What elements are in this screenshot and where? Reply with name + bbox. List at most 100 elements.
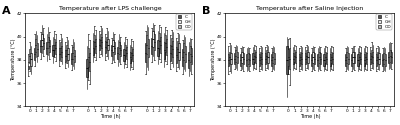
PathPatch shape	[301, 53, 302, 64]
PathPatch shape	[49, 40, 50, 52]
PathPatch shape	[357, 54, 358, 66]
PathPatch shape	[59, 48, 60, 60]
PathPatch shape	[254, 50, 255, 62]
PathPatch shape	[148, 39, 149, 58]
PathPatch shape	[72, 47, 74, 59]
PathPatch shape	[130, 52, 131, 63]
PathPatch shape	[145, 44, 146, 62]
PathPatch shape	[29, 49, 30, 63]
PathPatch shape	[382, 54, 383, 66]
PathPatch shape	[131, 47, 132, 59]
PathPatch shape	[292, 53, 294, 64]
PathPatch shape	[266, 50, 267, 62]
PathPatch shape	[99, 39, 100, 50]
PathPatch shape	[71, 53, 72, 64]
PathPatch shape	[365, 52, 366, 63]
PathPatch shape	[228, 54, 229, 66]
PathPatch shape	[46, 42, 48, 54]
PathPatch shape	[274, 53, 275, 64]
PathPatch shape	[391, 52, 392, 63]
PathPatch shape	[74, 50, 75, 62]
PathPatch shape	[390, 50, 391, 62]
PathPatch shape	[265, 53, 266, 64]
PathPatch shape	[259, 54, 260, 66]
X-axis label: Time (h): Time (h)	[300, 114, 320, 119]
PathPatch shape	[117, 47, 118, 59]
PathPatch shape	[43, 38, 44, 49]
PathPatch shape	[60, 42, 61, 54]
PathPatch shape	[190, 46, 191, 62]
PathPatch shape	[330, 54, 331, 66]
PathPatch shape	[294, 50, 295, 62]
PathPatch shape	[30, 53, 32, 66]
PathPatch shape	[171, 38, 172, 54]
PathPatch shape	[288, 49, 289, 66]
PathPatch shape	[146, 35, 148, 54]
PathPatch shape	[359, 52, 360, 63]
PathPatch shape	[101, 36, 102, 48]
PathPatch shape	[100, 34, 101, 46]
PathPatch shape	[317, 54, 318, 66]
PathPatch shape	[118, 42, 120, 54]
PathPatch shape	[36, 44, 38, 56]
PathPatch shape	[40, 40, 41, 52]
PathPatch shape	[55, 42, 56, 54]
PathPatch shape	[229, 52, 230, 63]
PathPatch shape	[94, 35, 95, 49]
PathPatch shape	[160, 36, 161, 53]
PathPatch shape	[106, 36, 107, 48]
PathPatch shape	[34, 48, 35, 60]
PathPatch shape	[364, 54, 365, 66]
PathPatch shape	[314, 53, 315, 64]
PathPatch shape	[255, 52, 256, 63]
PathPatch shape	[260, 52, 261, 63]
PathPatch shape	[249, 54, 250, 66]
PathPatch shape	[385, 54, 386, 66]
PathPatch shape	[272, 52, 274, 63]
PathPatch shape	[289, 48, 290, 69]
PathPatch shape	[252, 53, 254, 64]
PathPatch shape	[177, 41, 178, 58]
X-axis label: Time (h): Time (h)	[100, 114, 120, 119]
PathPatch shape	[170, 45, 171, 61]
PathPatch shape	[371, 50, 372, 62]
PathPatch shape	[185, 46, 186, 62]
PathPatch shape	[35, 39, 36, 52]
PathPatch shape	[388, 52, 389, 63]
PathPatch shape	[236, 52, 238, 63]
PathPatch shape	[178, 44, 180, 60]
PathPatch shape	[246, 54, 248, 66]
Y-axis label: Temperature (°C): Temperature (°C)	[211, 38, 216, 81]
PathPatch shape	[182, 49, 183, 66]
PathPatch shape	[348, 53, 349, 64]
PathPatch shape	[111, 45, 112, 56]
PathPatch shape	[52, 45, 54, 56]
PathPatch shape	[299, 54, 300, 66]
PathPatch shape	[312, 52, 314, 63]
PathPatch shape	[126, 47, 127, 59]
PathPatch shape	[318, 52, 320, 63]
PathPatch shape	[165, 35, 166, 52]
PathPatch shape	[65, 50, 66, 62]
PathPatch shape	[112, 40, 114, 52]
PathPatch shape	[230, 53, 232, 64]
PathPatch shape	[331, 52, 332, 63]
PathPatch shape	[346, 52, 348, 63]
PathPatch shape	[66, 45, 67, 56]
PathPatch shape	[372, 52, 374, 63]
PathPatch shape	[271, 54, 272, 66]
Y-axis label: Temperature (°C): Temperature (°C)	[11, 38, 16, 81]
PathPatch shape	[345, 54, 346, 66]
PathPatch shape	[240, 54, 241, 66]
PathPatch shape	[191, 48, 192, 64]
PathPatch shape	[332, 53, 333, 64]
PathPatch shape	[352, 52, 354, 63]
PathPatch shape	[154, 34, 155, 50]
PathPatch shape	[325, 52, 326, 63]
PathPatch shape	[86, 59, 88, 77]
PathPatch shape	[89, 53, 90, 71]
PathPatch shape	[295, 52, 296, 63]
PathPatch shape	[172, 41, 174, 58]
Text: B: B	[202, 6, 210, 16]
Title: Temperature after LPS challenge: Temperature after LPS challenge	[58, 6, 161, 12]
